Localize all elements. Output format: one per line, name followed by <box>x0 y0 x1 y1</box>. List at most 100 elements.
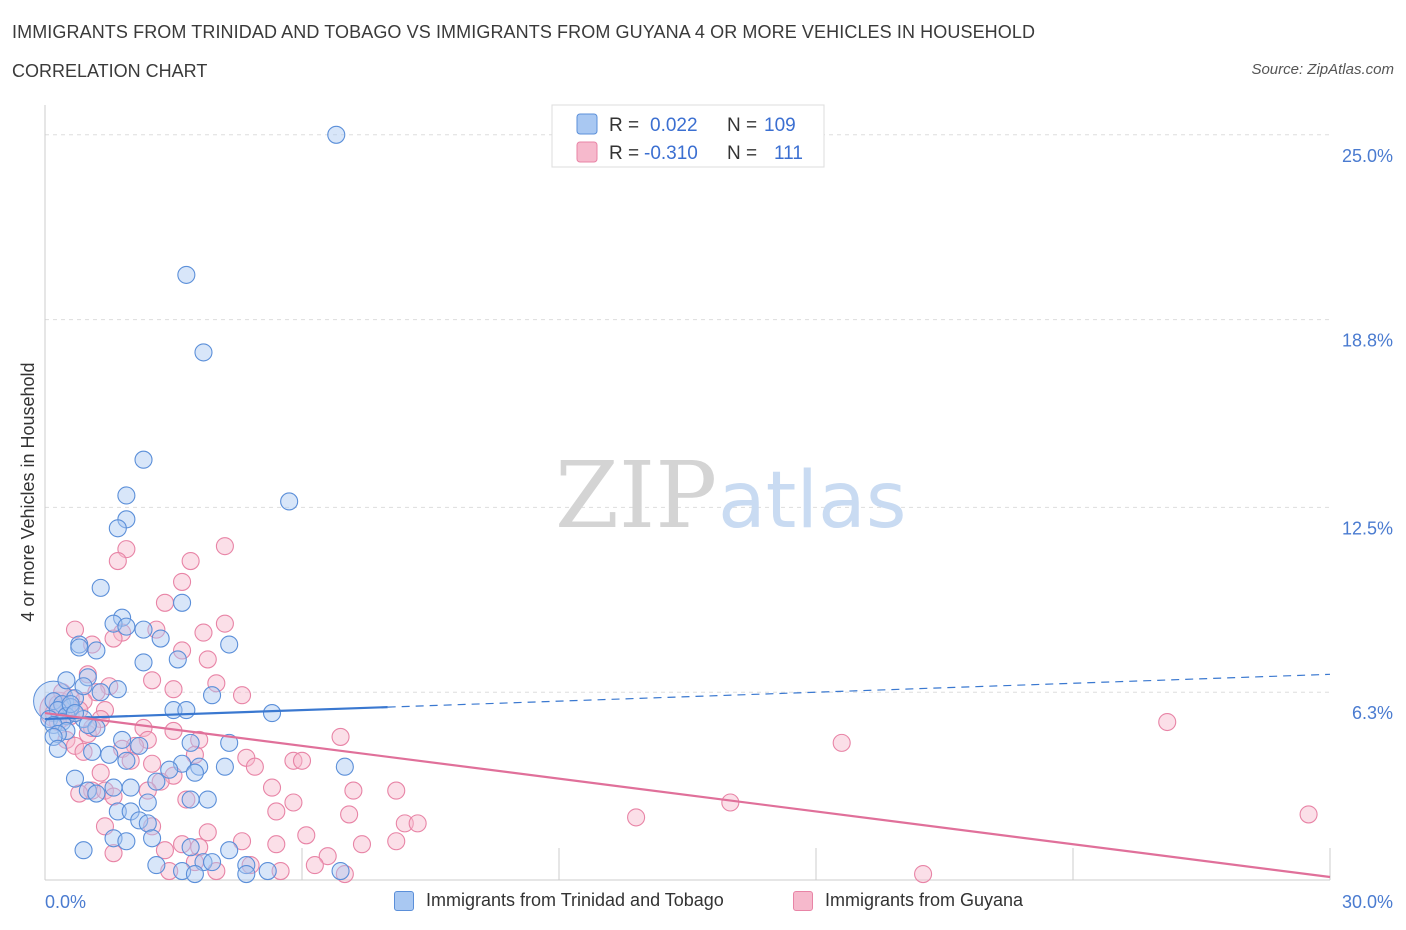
guyana-point <box>134 718 153 738</box>
guyana-point <box>832 733 851 752</box>
legend-swatch-blue <box>576 113 598 135</box>
trinidad-point <box>61 695 80 714</box>
trinidad-point <box>87 784 106 803</box>
trinidad-point <box>151 629 170 648</box>
legend-n-label-blue: N = <box>727 115 757 136</box>
trinidad-point <box>331 862 350 881</box>
trinidad-point <box>168 650 187 669</box>
bottom-legend-label-trinidad: Immigrants from Trinidad and Tobago <box>426 890 724 910</box>
trinidad-point <box>100 745 119 764</box>
guyana-point <box>177 790 196 809</box>
trinidad-point <box>57 671 76 690</box>
trinidad-point <box>160 760 179 779</box>
guyana-point <box>104 844 123 863</box>
y-tick-labels: 6.3% 12.5% 18.8% 25.0% <box>1342 146 1393 723</box>
trinidad-point <box>74 677 93 696</box>
guyana-point <box>155 841 174 860</box>
trinidad-point <box>181 790 200 809</box>
trinidad-point <box>185 864 204 884</box>
guyana-point <box>331 727 350 746</box>
trinidad-point <box>220 635 239 654</box>
trinidad-point <box>181 838 200 857</box>
trinidad-point <box>220 841 239 860</box>
trinidad-point <box>181 733 200 752</box>
bottom-legend-swatch-pink <box>793 890 813 911</box>
axes <box>44 105 1330 881</box>
guyana-point <box>143 671 162 690</box>
guyana-point <box>95 701 115 720</box>
guyana-point <box>408 814 427 833</box>
trinidad-point <box>258 862 277 881</box>
trinidad-point <box>134 653 153 672</box>
legend-swatch-pink <box>576 141 598 163</box>
guyana-point <box>292 751 312 770</box>
trinidad-point <box>104 778 123 797</box>
legend-r-value-blue: 0.022 <box>650 115 698 136</box>
trinidad-point <box>147 772 166 791</box>
guyana-point <box>284 793 303 812</box>
x-tick-marks <box>301 848 1331 880</box>
watermark-zip: ZIP <box>555 442 717 549</box>
guyana-point <box>164 680 183 699</box>
legend-r-label-pink: R = <box>609 143 639 164</box>
legend-n-value-pink: 111 <box>774 143 803 164</box>
guyana-point <box>395 814 414 833</box>
trinidad-point <box>65 769 85 788</box>
guyana-point <box>198 650 217 669</box>
trinidad-point <box>117 617 136 636</box>
guyana-point <box>207 862 226 881</box>
chart-subtitle: CORRELATION CHART <box>12 61 208 81</box>
trinidad-point <box>237 864 256 884</box>
trinidad-trend-solid <box>44 706 388 721</box>
trinidad-point <box>70 638 89 657</box>
watermark: ZIP atlas <box>555 442 907 549</box>
y-axis-label: 4 or more Vehicles in Household <box>18 362 38 621</box>
guyana-point <box>232 686 252 705</box>
trinidad-point <box>44 727 63 746</box>
guyana-point <box>267 802 286 821</box>
trinidad-trend-dashed <box>387 673 1331 708</box>
trinidad-point <box>138 814 157 833</box>
guyana-point <box>185 745 204 764</box>
legend-n-label-pink: N = <box>727 143 757 164</box>
guyana-point <box>241 856 260 875</box>
guyana-point <box>147 620 166 639</box>
guyana-point <box>155 593 174 612</box>
trinidad-points <box>33 125 354 884</box>
bottom-legend-swatch-blue <box>394 890 414 911</box>
guyana-point <box>1158 712 1177 732</box>
guyana-point <box>215 614 234 633</box>
guyana-point <box>215 537 234 556</box>
guyana-points <box>39 537 1318 884</box>
guyana-point <box>104 629 123 648</box>
guyana-point <box>143 754 162 773</box>
trinidad-point <box>113 730 132 749</box>
guyana-point <box>198 823 217 842</box>
trinidad-point <box>138 793 157 812</box>
guyana-point <box>181 552 200 571</box>
trinidad-point <box>83 742 102 761</box>
guyana-point <box>297 826 316 845</box>
guyana-point <box>173 641 192 660</box>
source-label: Source: ZipAtlas.com <box>1251 61 1394 78</box>
trinidad-point <box>78 668 97 687</box>
trinidad-point <box>108 680 127 699</box>
bottom-legend-item-guyana: Immigrants from Guyana <box>793 890 1023 911</box>
guyana-point <box>352 835 372 854</box>
trinidad-point <box>117 486 136 505</box>
y-tick-label: 25.0% <box>1342 146 1393 166</box>
guyana-point <box>387 781 406 800</box>
trinidad-point <box>117 751 136 770</box>
trinidad-point <box>74 841 93 860</box>
trinidad-point <box>203 686 222 705</box>
trinidad-point <box>203 853 222 872</box>
watermark-atlas: atlas <box>718 456 907 546</box>
trinidad-point <box>134 450 153 469</box>
guyana-point <box>245 757 264 776</box>
trinidad-point <box>280 492 299 511</box>
trinidad-point <box>220 733 239 752</box>
trinidad-point <box>108 519 127 538</box>
guyana-point <box>65 620 85 639</box>
guyana-point <box>232 832 252 851</box>
